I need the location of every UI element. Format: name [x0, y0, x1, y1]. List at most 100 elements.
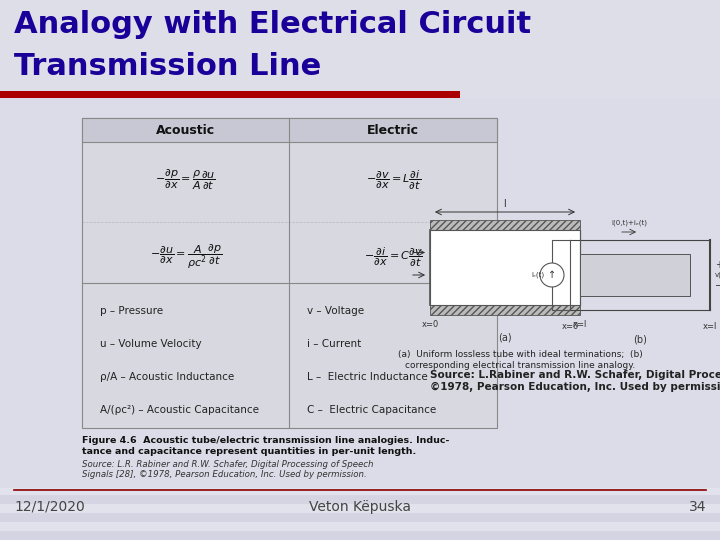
Bar: [82, 118, 497, 428]
Bar: [0, 216, 720, 225]
Text: (a): (a): [498, 333, 512, 343]
Bar: [0, 333, 720, 342]
Text: Analogy with Electrical Circuit: Analogy with Electrical Circuit: [14, 10, 531, 39]
Bar: [430, 220, 580, 230]
Text: tance and capacitance represent quantities in per-unit length.: tance and capacitance represent quantiti…: [82, 447, 416, 456]
Text: Acoustic: Acoustic: [156, 124, 215, 137]
Bar: [0, 144, 720, 153]
Bar: [0, 324, 720, 333]
Text: $-\dfrac{\partial p}{\partial x} = \dfrac{\rho}{A}\dfrac{\partial u}{\partial t}: $-\dfrac{\partial p}{\partial x} = \dfra…: [156, 168, 216, 192]
Bar: [82, 118, 497, 142]
Bar: [0, 99, 720, 108]
Bar: [0, 360, 720, 369]
Bar: [0, 459, 720, 468]
Bar: [0, 153, 720, 162]
Text: i – Current: i – Current: [307, 339, 361, 349]
Text: (b): (b): [633, 334, 647, 344]
Bar: [0, 234, 720, 243]
Text: Veton Këpuska: Veton Këpuska: [309, 500, 411, 514]
Bar: [0, 0, 720, 9]
Text: ↑: ↑: [548, 270, 556, 280]
Text: iₑ(t): iₑ(t): [531, 272, 544, 278]
Bar: [0, 36, 720, 45]
Bar: [0, 450, 720, 459]
Bar: [0, 9, 720, 18]
Text: $-\dfrac{\partial u}{\partial x} = \dfrac{A}{\rho c^2}\dfrac{\partial p}{\partia: $-\dfrac{\partial u}{\partial x} = \dfra…: [150, 243, 222, 271]
Bar: [0, 198, 720, 207]
Text: C –  Electric Capacitance: C – Electric Capacitance: [307, 405, 436, 415]
Bar: [0, 396, 720, 405]
Bar: [0, 270, 720, 279]
Text: (a)  Uniform lossless tube with ideal terminations;  (b): (a) Uniform lossless tube with ideal ter…: [397, 350, 642, 359]
Bar: [0, 171, 720, 180]
Text: L –  Electric Inductance: L – Electric Inductance: [307, 372, 428, 382]
Text: A/(ρc²) – Acoustic Capacitance: A/(ρc²) – Acoustic Capacitance: [100, 405, 259, 415]
Bar: [0, 486, 720, 495]
Text: Signals [28], ©1978, Pearson Education, Inc. Used by permission.: Signals [28], ©1978, Pearson Education, …: [82, 470, 366, 479]
Bar: [0, 54, 720, 63]
Bar: [0, 27, 720, 36]
Bar: [0, 306, 720, 315]
Circle shape: [540, 263, 564, 287]
Bar: [0, 315, 720, 324]
Text: x=l: x=l: [703, 322, 717, 331]
Bar: [580, 254, 690, 296]
Bar: [0, 405, 720, 414]
Bar: [0, 98, 720, 488]
Bar: [0, 126, 720, 135]
Bar: [0, 72, 720, 81]
Text: +: +: [715, 260, 720, 269]
Bar: [0, 504, 720, 513]
Bar: [0, 90, 720, 99]
Text: l: l: [503, 199, 506, 209]
Bar: [0, 207, 720, 216]
Bar: [0, 108, 720, 117]
Text: $-\dfrac{\partial i}{\partial x} = C\dfrac{\partial v}{\partial t}$: $-\dfrac{\partial i}{\partial x} = C\dfr…: [364, 245, 423, 269]
Bar: [0, 91, 460, 98]
Bar: [0, 279, 720, 288]
Text: x=0: x=0: [421, 320, 438, 329]
Bar: [0, 369, 720, 378]
Bar: [0, 351, 720, 360]
Text: x=0: x=0: [562, 322, 579, 331]
Bar: [0, 63, 720, 72]
Bar: [0, 180, 720, 189]
Bar: [0, 378, 720, 387]
Bar: [430, 305, 580, 315]
Bar: [0, 468, 720, 477]
Bar: [0, 117, 720, 126]
Bar: [0, 513, 720, 522]
Bar: [0, 288, 720, 297]
Bar: [0, 81, 720, 90]
Bar: [0, 522, 720, 531]
Bar: [0, 342, 720, 351]
Bar: [0, 45, 720, 54]
Bar: [0, 162, 720, 171]
Text: Source: L.R. Rabiner and R.W. Schafer, Digital Processing of Speech: Source: L.R. Rabiner and R.W. Schafer, D…: [82, 460, 374, 469]
Text: u – Volume Velocity: u – Volume Velocity: [100, 339, 202, 349]
Bar: [0, 441, 720, 450]
Text: 12/1/2020: 12/1/2020: [14, 500, 85, 514]
Bar: [0, 432, 720, 441]
Bar: [0, 243, 720, 252]
Text: ©1978, Pearson Education, Inc. Used by permission.: ©1978, Pearson Education, Inc. Used by p…: [430, 382, 720, 392]
Text: Transmission Line: Transmission Line: [14, 52, 321, 81]
Bar: [0, 252, 720, 261]
Bar: [0, 261, 720, 270]
Bar: [0, 189, 720, 198]
Text: i(0,t)+iₑ(t): i(0,t)+iₑ(t): [611, 219, 647, 226]
Bar: [0, 135, 720, 144]
Bar: [0, 414, 720, 423]
Text: $-\dfrac{\partial v}{\partial x} = L\dfrac{\partial i}{\partial t}$: $-\dfrac{\partial v}{\partial x} = L\dfr…: [366, 168, 421, 192]
Bar: [0, 0, 720, 98]
Text: v(l,t)=0: v(l,t)=0: [715, 272, 720, 278]
Bar: [0, 495, 720, 504]
Text: p – Pressure: p – Pressure: [100, 306, 163, 316]
Text: ρ/A – Acoustic Inductance: ρ/A – Acoustic Inductance: [100, 372, 234, 382]
Bar: [0, 225, 720, 234]
Bar: [0, 297, 720, 306]
Text: v – Voltage: v – Voltage: [307, 306, 364, 316]
Bar: [0, 387, 720, 396]
Text: 34: 34: [688, 500, 706, 514]
Text: x=l: x=l: [573, 320, 588, 329]
